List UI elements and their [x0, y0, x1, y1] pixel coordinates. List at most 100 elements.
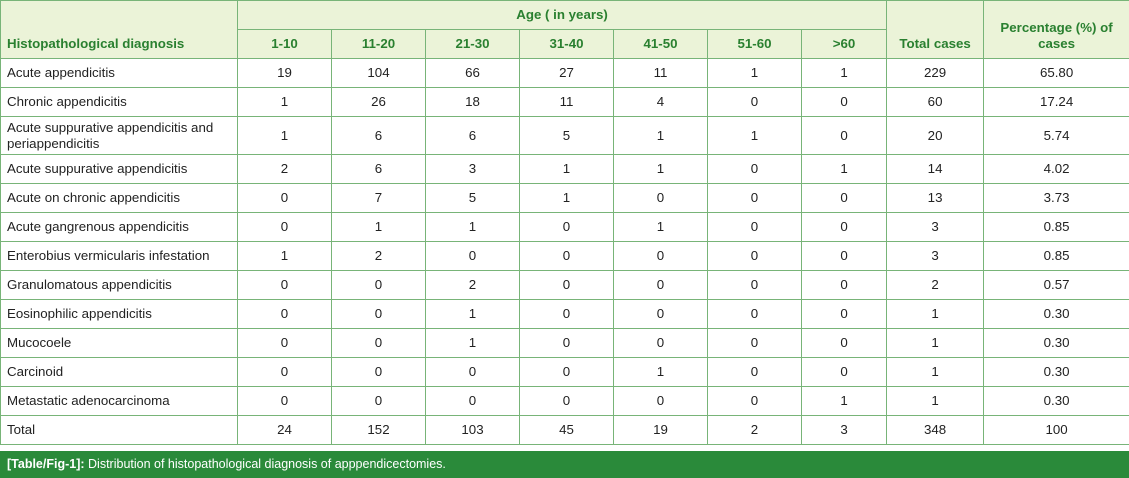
age-count-cell: 26: [331, 87, 426, 117]
age-count-cell: 1: [613, 154, 708, 184]
table-row: Acute gangrenous appendicitis 0 1 1 0 1 0 0 3 0.8…: [0, 212, 1129, 242]
age-count-cell: 1: [707, 116, 802, 155]
age-count-cell: 0: [613, 270, 708, 300]
age-count-cell: 103: [425, 415, 520, 445]
age-count-cell: 2: [331, 241, 426, 271]
age-count-cell: 0: [331, 328, 426, 358]
age-count-cell: 0: [237, 299, 332, 329]
age-count-cell: 104: [331, 58, 426, 88]
caption-tag: [Table/Fig-1]:: [7, 457, 85, 471]
age-count-cell: 0: [331, 299, 426, 329]
age-count-cell: 1: [613, 116, 708, 155]
row-label: Total: [0, 415, 238, 445]
age-count-cell: 0: [425, 241, 520, 271]
age-count-cell: 2: [425, 270, 520, 300]
row-label: Acute suppurative appendicitis and peria…: [0, 116, 238, 155]
percentage-cell: 100: [983, 415, 1129, 445]
age-count-cell: 0: [519, 241, 614, 271]
header-age-range: 21-30: [425, 29, 520, 59]
age-count-cell: 0: [707, 299, 802, 329]
total-cases-cell: 1: [886, 299, 985, 329]
age-count-cell: 0: [237, 328, 332, 358]
row-label: Acute gangrenous appendicitis: [0, 212, 238, 242]
age-count-cell: 0: [331, 270, 426, 300]
age-count-cell: 2: [707, 415, 802, 445]
age-count-cell: 11: [519, 87, 614, 117]
age-count-cell: 0: [237, 183, 332, 213]
age-count-cell: 6: [331, 154, 426, 184]
header-age-range: 51-60: [707, 29, 802, 59]
total-cases-cell: 13: [886, 183, 985, 213]
header-age-range: 41-50: [613, 29, 708, 59]
age-count-cell: 4: [613, 87, 708, 117]
age-count-cell: 0: [800, 328, 888, 358]
row-label: Granulomatous appendicitis: [0, 270, 238, 300]
table-body: Acute appendicitis 19 104 66 27 11 1 1 229 65.80 C…: [0, 58, 1129, 445]
age-count-cell: 0: [331, 357, 426, 387]
age-count-cell: 0: [613, 386, 708, 416]
age-count-cell: 0: [425, 386, 520, 416]
row-label: Eosinophilic appendicitis: [0, 299, 238, 329]
age-count-cell: 6: [425, 116, 520, 155]
age-count-cell: 0: [519, 328, 614, 358]
header-age-group: Age ( in years): [236, 0, 888, 30]
age-count-cell: 0: [707, 270, 802, 300]
age-count-cell: 0: [237, 386, 332, 416]
row-label: Acute appendicitis: [0, 58, 238, 88]
age-count-cell: 19: [237, 58, 332, 88]
age-count-cell: 0: [613, 183, 708, 213]
age-count-cell: 0: [800, 270, 888, 300]
age-count-cell: 19: [613, 415, 708, 445]
table-row: Acute suppurative appendicitis 2 6 3 1 1 0 1 14 4…: [0, 154, 1129, 184]
percentage-cell: 0.30: [983, 386, 1129, 416]
age-count-cell: 1: [707, 58, 802, 88]
header-diagnosis: Histopathological diagnosis: [0, 0, 238, 59]
age-count-cell: 0: [331, 386, 426, 416]
age-count-cell: 1: [425, 212, 520, 242]
table-header: Histopathological diagnosis Age ( in yea…: [0, 0, 1129, 59]
age-count-cell: 1: [425, 299, 520, 329]
age-count-cell: 152: [331, 415, 426, 445]
age-count-cell: 3: [425, 154, 520, 184]
percentage-cell: 0.30: [983, 299, 1129, 329]
header-age-range: >60: [800, 29, 888, 59]
table-row: Carcinoid 0 0 0 0 1 0 0 1 0.30: [0, 357, 1129, 387]
table-row: Acute on chronic appendicitis 0 7 5 1 0 0 0 13 3.…: [0, 183, 1129, 213]
total-cases-cell: 20: [886, 116, 985, 155]
age-count-cell: 0: [800, 212, 888, 242]
header-age-range: 31-40: [519, 29, 614, 59]
header-age-range: 1-10: [237, 29, 332, 59]
age-count-cell: 0: [707, 386, 802, 416]
row-label: Carcinoid: [0, 357, 238, 387]
age-count-cell: 0: [519, 299, 614, 329]
age-count-cell: 1: [613, 357, 708, 387]
age-count-cell: 5: [425, 183, 520, 213]
age-count-cell: 18: [425, 87, 520, 117]
percentage-cell: 0.85: [983, 241, 1129, 271]
age-count-cell: 1: [613, 212, 708, 242]
row-label: Chronic appendicitis: [0, 87, 238, 117]
age-count-cell: 0: [519, 270, 614, 300]
age-count-cell: 66: [425, 58, 520, 88]
table-row: Total 24 152 103 45 19 2 3 348 100: [0, 415, 1129, 445]
age-count-cell: 1: [425, 328, 520, 358]
total-cases-cell: 229: [886, 58, 985, 88]
total-cases-cell: 2: [886, 270, 985, 300]
percentage-cell: 3.73: [983, 183, 1129, 213]
age-count-cell: 1: [237, 241, 332, 271]
age-count-cell: 0: [800, 357, 888, 387]
figure-caption: [Table/Fig-1]: Distribution of histopath…: [0, 451, 1129, 478]
header-age-range: 11-20: [331, 29, 426, 59]
age-count-cell: 0: [800, 116, 888, 155]
row-label: Metastatic adenocarcinoma: [0, 386, 238, 416]
age-count-cell: 2: [237, 154, 332, 184]
table-row: Eosinophilic appendicitis 0 0 1 0 0 0 0 1 0.30: [0, 299, 1129, 329]
age-count-cell: 11: [613, 58, 708, 88]
age-count-cell: 0: [707, 241, 802, 271]
row-label: Acute suppurative appendicitis: [0, 154, 238, 184]
total-cases-cell: 1: [886, 328, 985, 358]
age-count-cell: 1: [800, 386, 888, 416]
age-range-row: 1-10 11-20 21-30 31-40 41-50 51-60 >60: [1, 29, 1129, 59]
age-count-cell: 0: [613, 299, 708, 329]
